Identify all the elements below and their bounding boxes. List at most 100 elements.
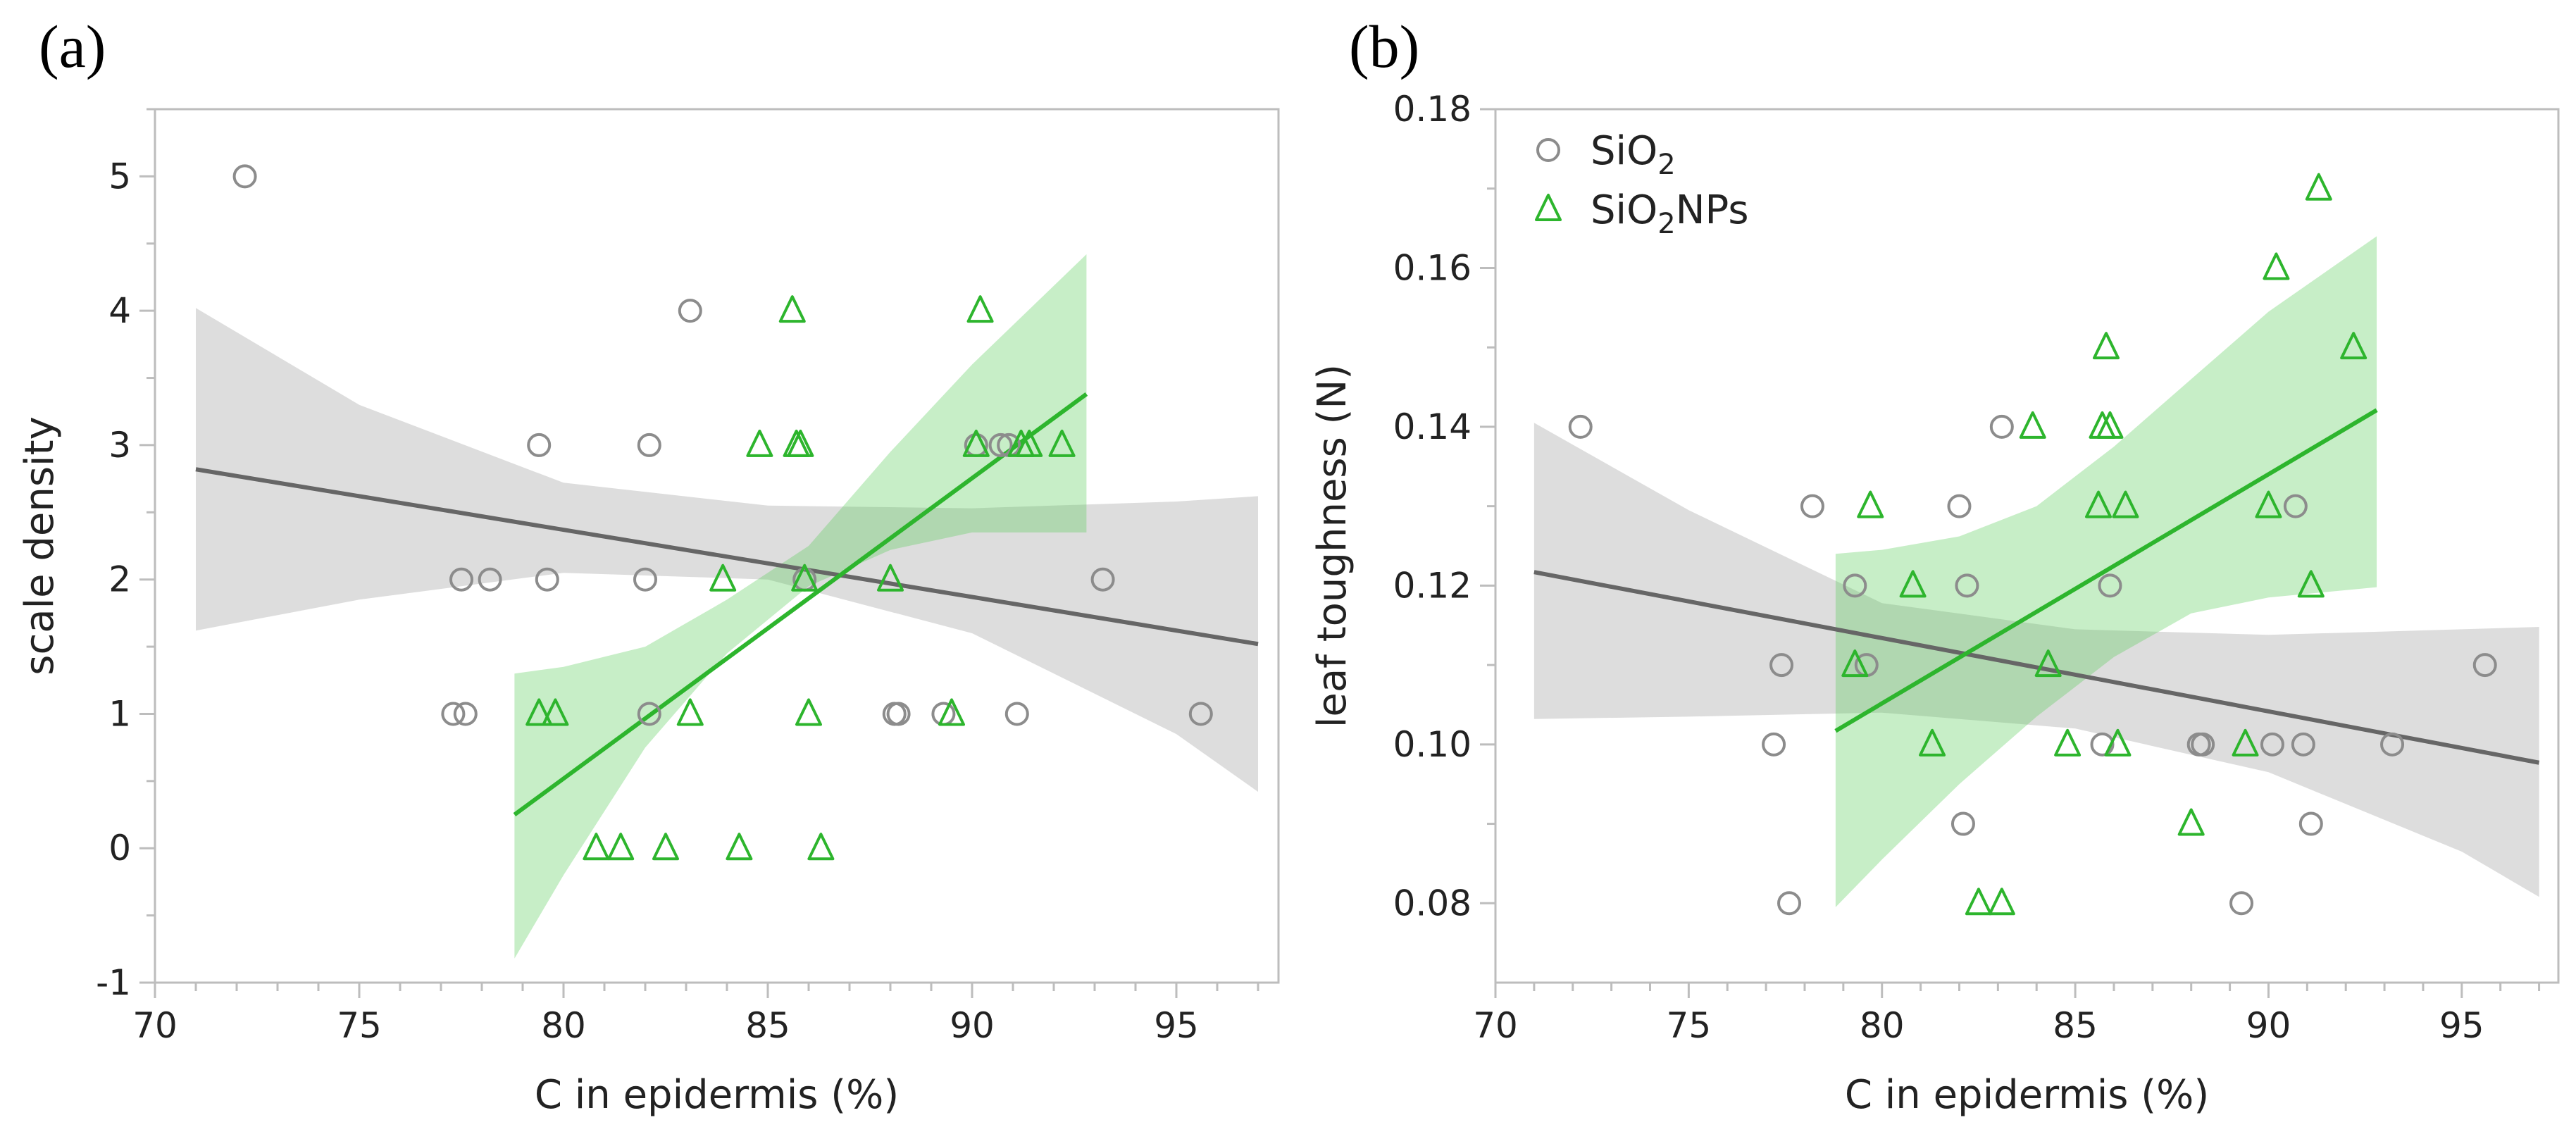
data-point: [1919, 728, 1946, 757]
data-point: [2291, 732, 2315, 757]
x-tick-label: 70: [1473, 1005, 1518, 1046]
data-point: [877, 564, 904, 592]
y-tick-label: 3: [108, 425, 131, 466]
y-tick-label: -1: [96, 962, 131, 1003]
data-point: [2034, 649, 2062, 678]
data-point: [2090, 732, 2115, 757]
data-point: [2019, 411, 2046, 439]
x-axis-title: C in epidermis (%): [535, 1072, 899, 1118]
legend-label-tail: NPs: [1676, 187, 1749, 233]
data-point: [2305, 173, 2332, 201]
data-point: [453, 702, 478, 726]
y-tick-label: 0: [108, 828, 131, 869]
x-tick-label: 85: [2053, 1005, 2098, 1046]
data-point: [2380, 732, 2405, 757]
legend-label: SiO2NPs: [1591, 187, 1749, 240]
x-tick-label: 95: [1154, 1005, 1199, 1046]
data-point: [678, 299, 702, 323]
plot-frame: [154, 108, 1280, 984]
data-point: [783, 429, 810, 457]
data-point: [807, 833, 835, 861]
data-point: [449, 567, 473, 592]
data-point: [525, 698, 553, 726]
legend-label: SiO2: [1591, 128, 1676, 181]
data-point: [938, 698, 965, 726]
data-point: [1762, 732, 1786, 757]
x-axis-title: C in epidermis (%): [1845, 1072, 2209, 1118]
data-point: [676, 698, 704, 726]
data-point: [583, 833, 610, 861]
y-tick-label: 1: [108, 693, 131, 734]
data-point: [441, 702, 466, 726]
data-point: [2177, 808, 2205, 836]
x-tick-label: 75: [1667, 1005, 1712, 1046]
data-point: [2298, 811, 2323, 836]
data-point: [1048, 429, 1076, 457]
data-point: [966, 295, 994, 323]
data-point: [746, 429, 773, 457]
y-tick-label: 4: [108, 290, 131, 331]
legend-label-main: SiO: [1591, 187, 1657, 233]
data-point: [2054, 728, 2082, 757]
data-point: [886, 702, 911, 726]
data-point: [1899, 570, 1927, 598]
y-tick-label: 5: [108, 156, 131, 197]
legend-label-subscript: 2: [1657, 208, 1675, 240]
data-point: [535, 567, 559, 592]
data-point: [988, 432, 1013, 457]
data-point: [2472, 653, 2497, 678]
data-point: [527, 432, 552, 457]
legend-label-subscript: 2: [1657, 149, 1675, 181]
data-point: [1841, 649, 1869, 678]
y-axis-title: leaf toughness (N): [1309, 364, 1355, 728]
fit-line-0: [1533, 570, 2540, 765]
data-point: [1843, 573, 1867, 598]
confidence-band-0: [1533, 423, 2539, 897]
legend-marker-triangle: [1535, 194, 1562, 221]
x-tick-label: 80: [541, 1005, 586, 1046]
data-point: [1947, 494, 1972, 518]
data-point: [1777, 891, 1802, 916]
data-point: [795, 698, 822, 726]
x-tick-label: 85: [745, 1005, 790, 1046]
x-tick-label: 75: [337, 1005, 382, 1046]
x-tick-label: 70: [132, 1005, 178, 1046]
data-point: [962, 429, 990, 457]
data-point: [1004, 702, 1029, 726]
data-point: [478, 567, 502, 592]
data-point: [607, 833, 635, 861]
data-point: [778, 295, 806, 323]
legend-label-main: SiO: [1591, 128, 1657, 174]
data-point: [791, 564, 819, 592]
data-point: [2229, 891, 2254, 916]
panel-label: (a): [39, 13, 106, 80]
data-point: [2263, 252, 2290, 280]
y-axis-title: scale density: [17, 416, 63, 675]
data-point: [1950, 811, 1975, 836]
data-point: [1800, 494, 1824, 518]
y-tick-label: 0.18: [1393, 89, 1471, 130]
y-tick-label: 0.12: [1393, 565, 1471, 606]
data-point: [1090, 567, 1115, 592]
panel-label: (b): [1349, 13, 1419, 80]
y-tick-label: 0.16: [1393, 247, 1471, 288]
data-point: [2096, 411, 2124, 439]
data-point: [2255, 490, 2282, 518]
data-point: [2191, 732, 2215, 757]
data-point: [2092, 332, 2120, 360]
confidence-band-0: [196, 308, 1258, 792]
data-point: [2112, 490, 2139, 518]
panel-a: (a) 70 75 80 85 90 95 -1 0 1 2 3 4 5 C in epidermis (%…: [17, 13, 1280, 1118]
data-point: [542, 698, 569, 726]
data-point: [1989, 414, 2014, 439]
confidence-band-1: [514, 254, 1087, 959]
data-point: [1769, 653, 1794, 678]
fit-line-1: [1834, 408, 2378, 733]
x-tick-label: 90: [2246, 1005, 2291, 1046]
data-point: [726, 833, 753, 861]
data-point: [2098, 573, 2122, 598]
data-point: [1016, 429, 1043, 457]
data-point: [2260, 732, 2284, 757]
data-point: [2232, 728, 2259, 757]
